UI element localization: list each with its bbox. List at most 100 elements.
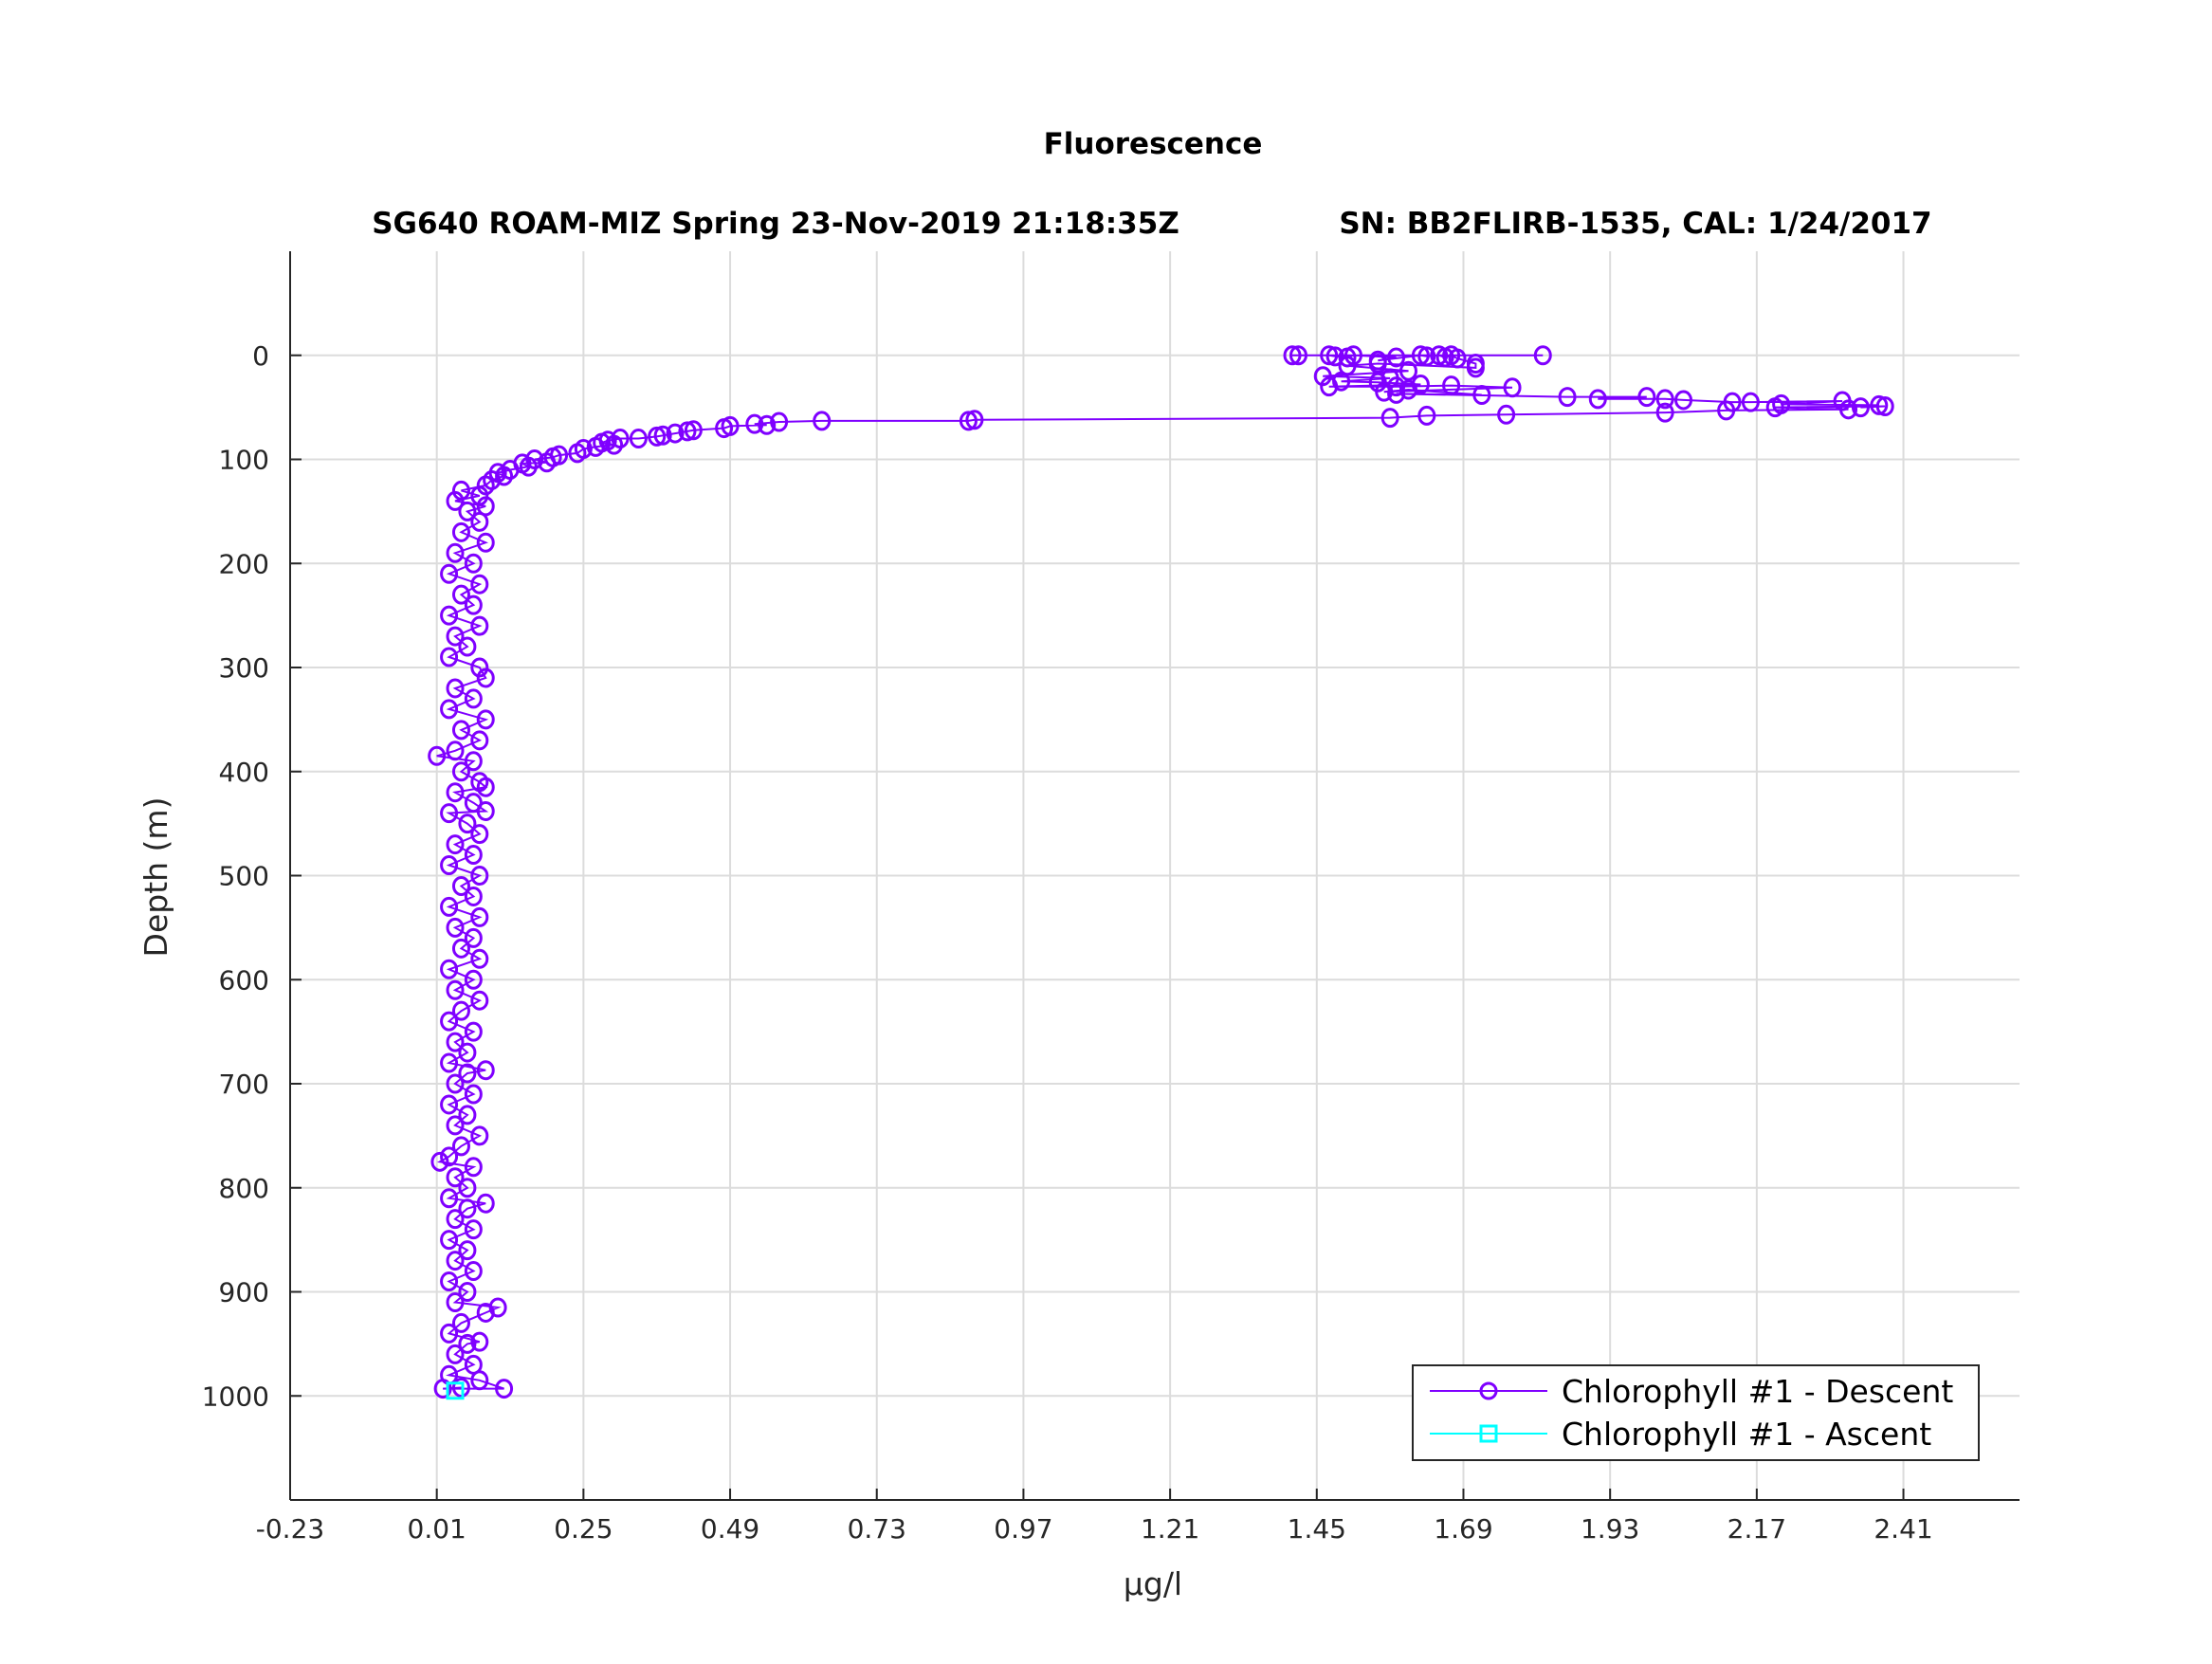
descent-point <box>440 647 459 667</box>
descent-point <box>464 969 483 990</box>
x-tick-label: -0.23 <box>256 1513 324 1545</box>
y-tick-label: 1000 <box>202 1381 269 1412</box>
x-tick-label: 1.69 <box>1434 1513 1492 1545</box>
descent-point <box>470 824 489 845</box>
descent-point <box>758 414 777 435</box>
descent-point <box>440 1323 459 1344</box>
descent-point <box>586 436 605 457</box>
descent-point <box>446 626 465 647</box>
descent-point <box>1851 397 1870 418</box>
descent-point <box>1417 346 1436 367</box>
descent-point <box>959 411 978 431</box>
descent-point <box>965 410 984 430</box>
chart-title: Fluorescence <box>1044 127 1263 161</box>
descent-point <box>464 886 483 906</box>
descent-point <box>1398 360 1417 381</box>
descent-point <box>495 466 514 486</box>
descent-point <box>470 730 489 751</box>
descent-point <box>451 1136 470 1157</box>
descent-point <box>430 1151 449 1172</box>
descent-point <box>446 542 465 563</box>
descent-point <box>440 1230 459 1251</box>
descent-point <box>451 1312 470 1333</box>
descent-point <box>470 1125 489 1146</box>
descent-point <box>476 709 495 730</box>
descent-point <box>458 1282 477 1302</box>
descent-point <box>464 688 483 709</box>
descent-point <box>451 875 470 896</box>
descent-point <box>770 411 789 432</box>
descent-point <box>446 1073 465 1094</box>
descent-point <box>1387 347 1406 368</box>
descent-point <box>684 420 703 441</box>
x-tick-label: 0.73 <box>848 1513 906 1545</box>
y-tick-label: 0 <box>252 340 269 372</box>
descent-point <box>446 782 465 803</box>
y-tick-label: 600 <box>219 964 269 996</box>
descent-point <box>476 1060 495 1081</box>
x-tick-label: 0.01 <box>408 1513 466 1545</box>
descent-point <box>458 501 477 521</box>
descent-point <box>440 1146 459 1167</box>
descent-point <box>666 423 685 444</box>
descent-point <box>1283 345 1302 366</box>
descent-point <box>1765 397 1784 418</box>
descent-point <box>464 751 483 772</box>
descent-point <box>1448 348 1467 369</box>
descent-point <box>568 443 587 464</box>
descent-point <box>464 1084 483 1105</box>
descent-point <box>440 563 459 584</box>
descent-point <box>464 553 483 574</box>
descent-point <box>1325 346 1344 367</box>
descent-point <box>470 574 489 594</box>
x-tick-label: 1.45 <box>1288 1513 1346 1545</box>
grid <box>289 251 2020 1500</box>
legend: Chlorophyll #1 - Descent Chlorophyll #1 … <box>1412 1364 1980 1461</box>
descent-point <box>464 845 483 866</box>
descent-point <box>458 1063 477 1084</box>
descent-point <box>1655 389 1674 410</box>
descent-point <box>458 814 477 834</box>
descent-point <box>1387 383 1406 404</box>
descent-point <box>451 938 470 959</box>
descent-point <box>433 1379 452 1399</box>
descent-point <box>446 1167 465 1188</box>
descent-point <box>458 1198 477 1219</box>
x-tick-label: 0.97 <box>994 1513 1052 1545</box>
descent-point <box>1417 405 1436 426</box>
descent-point <box>451 761 470 782</box>
descent-point <box>1466 357 1485 378</box>
descent-point <box>446 1344 465 1364</box>
descent-point <box>428 745 447 766</box>
descent-point <box>446 1251 465 1271</box>
descent-point <box>519 456 538 477</box>
descent-point <box>458 1333 477 1354</box>
descent-point <box>458 1042 477 1063</box>
descent-point <box>1533 345 1552 366</box>
descent-point <box>1411 345 1430 366</box>
descent-point <box>1875 396 1894 417</box>
descent-point <box>1717 400 1736 421</box>
descent-point <box>470 866 489 886</box>
descent-point <box>1375 381 1394 402</box>
descent-point <box>1380 408 1399 429</box>
descent-point <box>476 800 495 821</box>
descent-point <box>1503 377 1522 398</box>
descent-point <box>476 1302 495 1323</box>
descent-point <box>451 584 470 605</box>
legend-descent-marker <box>1479 1381 1498 1400</box>
descent-point <box>446 979 465 1000</box>
descent-point <box>495 1379 514 1399</box>
descent-point <box>440 605 459 626</box>
descent-point <box>1839 399 1858 420</box>
chart-subtitle-left: SG640 ROAM-MIZ Spring 23-Nov-2019 21:18:… <box>372 207 1179 241</box>
descent-point <box>1320 345 1339 366</box>
x-tick-label: 2.17 <box>1728 1513 1786 1545</box>
descent-point <box>440 1052 459 1073</box>
descent-point <box>446 741 465 761</box>
y-tick-label: 400 <box>219 757 269 788</box>
descent-point <box>1558 387 1577 408</box>
descent-point <box>440 959 459 979</box>
descent-point <box>451 1000 470 1021</box>
